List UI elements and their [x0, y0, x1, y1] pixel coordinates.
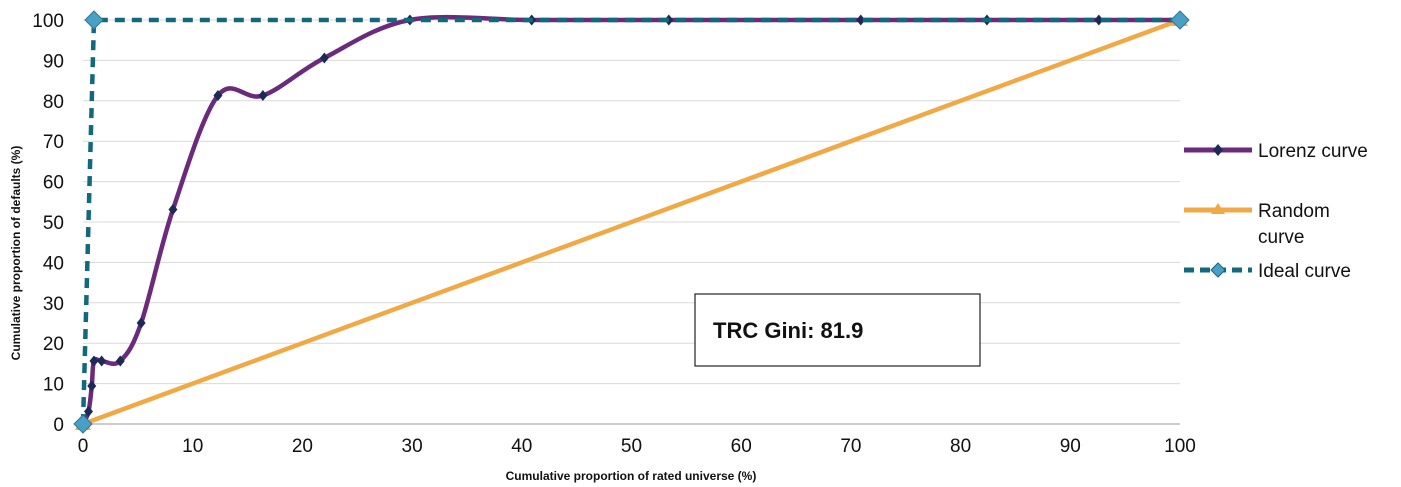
y-tick-label: 0	[53, 415, 64, 436]
x-tick-label: 40	[511, 436, 532, 457]
x-tick-label: 30	[402, 436, 423, 457]
series-line-ideal	[80, 17, 1180, 425]
legend-item-random: Random curve	[1184, 201, 1330, 248]
point-lorenz	[1094, 14, 1104, 26]
x-tick-label: 10	[182, 436, 203, 457]
x-tick-label: 90	[1060, 436, 1081, 457]
point-ideal	[84, 10, 104, 30]
annotation-label: TRC Gini: 81.9	[713, 318, 863, 343]
x-tick-label: 80	[950, 436, 971, 457]
x-tick-label: 0	[78, 436, 89, 457]
y-tick-label: 90	[43, 51, 64, 72]
x-tick-label: 70	[840, 436, 861, 457]
legend-label-random-1: Random	[1258, 201, 1330, 222]
y-tick-label: 40	[43, 253, 64, 274]
y-axis-title: Cumulative proportion of defaults (%)	[9, 146, 23, 361]
y-tick-label: 10	[43, 375, 64, 396]
legend-diamond-icon-lorenz	[1213, 144, 1223, 156]
annotation-frame	[694, 293, 981, 367]
series-layer	[73, 10, 1190, 434]
legend-triangle-icon-random	[1211, 203, 1225, 214]
legend-diamond-icon-ideal	[1210, 262, 1226, 278]
y-tick-label: 20	[43, 334, 64, 355]
y-tick-label: 30	[43, 294, 64, 315]
annotation-box: TRC Gini: 81.9	[694, 293, 981, 367]
y-tick-label: 60	[43, 173, 64, 194]
point-lorenz	[136, 317, 146, 329]
point-lorenz	[97, 355, 107, 367]
legend: Lorenz curve Random curve Ideal curve	[1184, 141, 1368, 282]
x-tick-label: 20	[292, 436, 313, 457]
x-axis-title: Cumulative proportion of rated universe …	[506, 469, 757, 483]
x-tick-label: 100	[1164, 436, 1196, 457]
x-tick-label: 50	[621, 436, 642, 457]
legend-item-lorenz: Lorenz curve	[1184, 141, 1368, 162]
y-tick-label: 100	[32, 11, 64, 32]
point-lorenz	[856, 14, 866, 26]
point-lorenz	[115, 355, 125, 367]
point-lorenz	[168, 203, 178, 215]
y-tick-labels: 0 10 20 30 40 50 60 70 80 90 100	[32, 11, 64, 436]
point-ideal	[73, 414, 93, 434]
legend-label-lorenz: Lorenz curve	[1258, 141, 1368, 162]
x-tick-label: 60	[731, 436, 752, 457]
point-lorenz	[213, 90, 223, 102]
point-lorenz	[319, 52, 329, 64]
series-line-random	[80, 17, 1183, 427]
point-lorenz	[258, 90, 268, 102]
point-ideal	[1170, 10, 1190, 30]
point-lorenz	[87, 380, 97, 392]
x-tick-labels: 0 10 20 30 40 50 60 70 80 90 100	[78, 436, 1196, 457]
y-tick-label: 50	[43, 213, 64, 234]
legend-label-random-2: curve	[1258, 227, 1304, 248]
point-lorenz	[89, 355, 99, 367]
y-tick-label: 70	[43, 132, 64, 153]
point-lorenz	[83, 405, 93, 417]
y-tick-label: 80	[43, 92, 64, 113]
legend-item-ideal: Ideal curve	[1184, 261, 1351, 282]
legend-label-ideal: Ideal curve	[1258, 261, 1351, 282]
